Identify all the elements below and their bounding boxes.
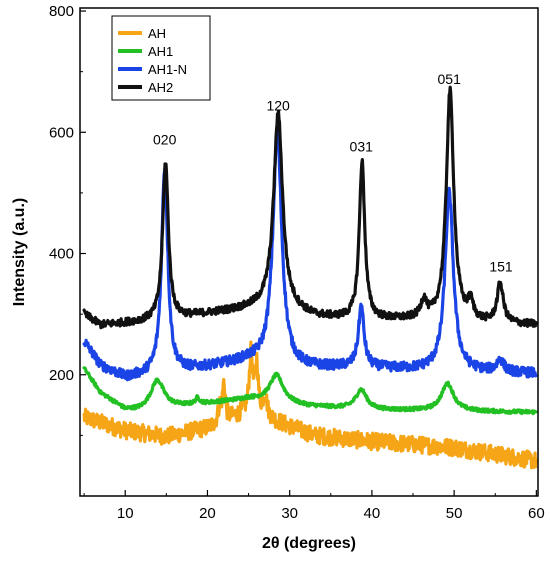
x-tick-label: 40 (364, 505, 381, 522)
peak-label-120: 120 (266, 97, 290, 113)
x-tick-label: 60 (528, 505, 545, 522)
peak-label-051: 051 (438, 71, 462, 87)
x-tick-label: 10 (117, 505, 134, 522)
peak-label-031: 031 (350, 139, 374, 155)
y-tick-label: 600 (49, 124, 74, 141)
x-tick-label: 20 (199, 505, 216, 522)
plot-frame (79, 7, 539, 497)
y-tick-label: 400 (49, 246, 74, 263)
legend-label: AH (148, 26, 166, 41)
legend-label: AH1-N (148, 62, 187, 77)
legend-label: AH1 (148, 44, 173, 59)
y-tick-label: 200 (49, 367, 74, 384)
series-line-ah1 (82, 366, 538, 416)
x-tick-label: 30 (281, 505, 298, 522)
series-line-ah2 (82, 85, 538, 330)
series-line-ah (82, 340, 538, 470)
peak-label-151: 151 (489, 259, 513, 275)
legend-label: AH2 (148, 80, 173, 95)
y-axis-title: Intensity (a.u.) (11, 198, 28, 306)
x-axis-title: 2θ (degrees) (262, 535, 356, 552)
ticks-layer: 10 20 30 40 50 60 200 400 600 800 (49, 3, 545, 522)
y-tick-label: 800 (49, 3, 74, 20)
annotation-layer: 020 120 031 051 151 (153, 71, 513, 275)
x-tick-label: 50 (446, 505, 463, 522)
peak-label-020: 020 (153, 131, 177, 147)
series-line-ah1-n (82, 128, 538, 382)
series-layer (82, 85, 538, 470)
legend: AH AH1 AH1-N AH2 (111, 15, 211, 101)
